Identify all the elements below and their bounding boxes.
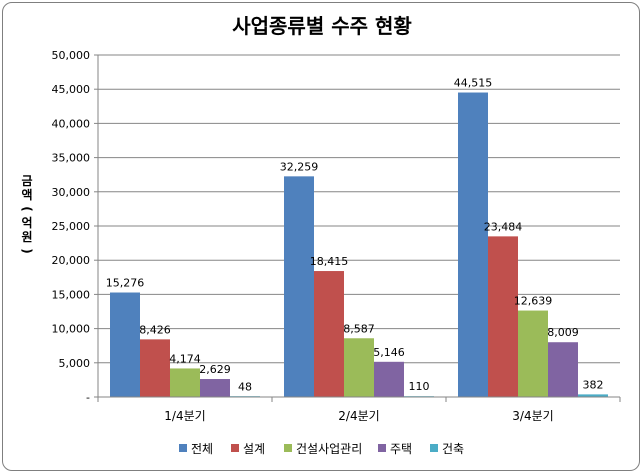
y-tick-label: 35,000 <box>52 152 91 165</box>
y-axis-label-char: ) <box>20 248 34 253</box>
data-label: 5,146 <box>373 346 405 359</box>
data-label: 48 <box>238 381 252 394</box>
data-label: 8,587 <box>343 322 375 335</box>
bar-전체 <box>284 176 314 397</box>
data-label: 4,174 <box>169 352 201 365</box>
legend-swatch <box>284 444 292 452</box>
bar-설계 <box>140 339 170 397</box>
legend-label: 건설사업관리 <box>296 442 362 456</box>
y-axis-label-char: 억 <box>21 216 32 230</box>
y-tick-label: 25,000 <box>52 220 91 233</box>
data-label: 2,629 <box>199 363 231 376</box>
y-tick-label: 15,000 <box>52 288 91 301</box>
data-label: 8,426 <box>139 323 171 336</box>
y-axis-label-char: ( <box>20 206 34 211</box>
bar-주택 <box>200 379 230 397</box>
y-tick-label: - <box>86 391 90 404</box>
category-label: 1/4분기 <box>164 409 205 423</box>
data-label: 18,415 <box>310 255 349 268</box>
y-tick-label: 50,000 <box>52 49 91 62</box>
bars <box>110 92 608 398</box>
bar-건설사업관리 <box>170 368 200 397</box>
bar-주택 <box>548 342 578 397</box>
x-axis <box>97 55 621 402</box>
data-label: 32,259 <box>280 160 319 173</box>
legend-swatch <box>378 444 386 452</box>
bar-건축 <box>578 394 608 397</box>
legend-label: 전체 <box>191 442 213 456</box>
y-axis-label-char: 원 <box>21 230 32 244</box>
legend-label: 주택 <box>390 442 412 456</box>
y-axis-label: 금액 ( 억원) <box>20 174 34 254</box>
data-label: 23,484 <box>484 220 523 233</box>
data-label: 15,276 <box>106 277 145 290</box>
category-labels: 1/4분기 2/4분기 3/4분기 <box>164 409 553 423</box>
data-label: 44,515 <box>454 77 493 90</box>
category-label: 2/4분기 <box>338 409 379 423</box>
data-label: 8,009 <box>547 326 579 339</box>
data-label: 110 <box>409 380 430 393</box>
legend-label: 설계 <box>243 442 265 456</box>
bar-건설사업관리 <box>518 310 548 397</box>
data-label: 12,639 <box>514 295 553 308</box>
legend: 전체 설계 건설사업관리 주택 건축 <box>179 442 464 456</box>
y-tick-label: 10,000 <box>52 323 91 336</box>
bar-전체 <box>458 92 488 398</box>
y-tick-label: 40,000 <box>52 117 91 130</box>
bar-설계 <box>314 271 344 397</box>
data-label: 382 <box>583 378 604 391</box>
bar-전체 <box>110 292 140 397</box>
y-tick-label: 5,000 <box>59 357 91 370</box>
y-axis-ticks: - 5,000 10,000 15,000 20,000 25,000 30,000 35,0… <box>52 49 98 404</box>
y-axis-label-char: 액 <box>21 188 32 202</box>
legend-label: 건축 <box>442 442 464 456</box>
chart-title: 사업종류별 수주 현황 <box>232 14 412 38</box>
y-tick-label: 20,000 <box>52 254 91 267</box>
legend-swatch <box>430 444 438 452</box>
legend-swatch <box>179 444 187 452</box>
legend-swatch <box>231 444 239 452</box>
bar-주택 <box>374 361 404 397</box>
bar-건설사업관리 <box>344 338 374 397</box>
bar-설계 <box>488 236 518 397</box>
y-tick-label: 45,000 <box>52 83 91 96</box>
category-label: 3/4분기 <box>512 409 553 423</box>
y-tick-label: 30,000 <box>52 186 91 199</box>
y-axis-label-char: 금 <box>21 174 32 188</box>
